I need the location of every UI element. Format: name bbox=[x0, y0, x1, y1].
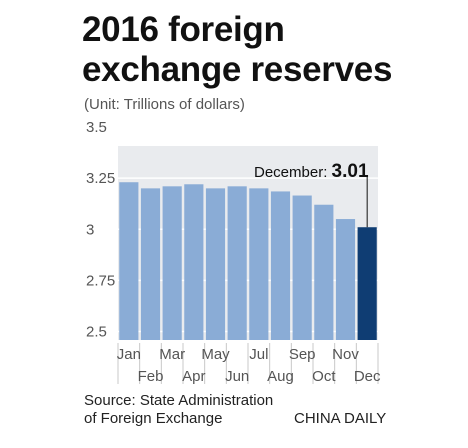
chart-title-line-2: exchange reserves bbox=[82, 50, 393, 89]
bar bbox=[249, 188, 269, 340]
x-tick-label: May bbox=[201, 346, 230, 363]
unit-note: (Unit: Trillions of dollars) bbox=[84, 96, 245, 113]
x-tick-label: Mar bbox=[159, 346, 185, 363]
annotation-label: December: 3.01 bbox=[254, 161, 369, 182]
x-tick-label: Jan bbox=[117, 346, 141, 363]
bar bbox=[162, 186, 182, 340]
x-tick-label: Sep bbox=[289, 346, 316, 363]
y-tick-label: 2.5 bbox=[86, 324, 107, 341]
x-tick-label: Dec bbox=[354, 368, 381, 385]
y-tick-label: 3.5 bbox=[86, 119, 107, 136]
y-tick-label: 3 bbox=[86, 221, 94, 238]
bar bbox=[184, 184, 204, 340]
bar bbox=[119, 182, 139, 340]
source-line-2: of Foreign Exchange bbox=[84, 410, 223, 427]
bar bbox=[270, 191, 291, 340]
annotation-value: 3.01 bbox=[332, 161, 369, 182]
x-tick-label: Apr bbox=[182, 368, 205, 385]
x-tick-label: Feb bbox=[138, 368, 164, 385]
bar bbox=[335, 219, 356, 340]
x-tick-label: Nov bbox=[332, 346, 359, 363]
y-tick-label: 3.25 bbox=[86, 170, 115, 187]
x-tick-label: Jun bbox=[225, 368, 249, 385]
bar bbox=[314, 204, 334, 340]
x-tick-label: Jul bbox=[249, 346, 268, 363]
x-tick-label: Oct bbox=[312, 368, 336, 385]
y-tick-label: 2.75 bbox=[86, 272, 115, 289]
bar bbox=[205, 188, 226, 340]
bar bbox=[140, 188, 161, 340]
bar-highlight bbox=[357, 227, 377, 340]
bar bbox=[292, 195, 312, 340]
annotation-group: December: 3.01 bbox=[254, 161, 369, 228]
chart-title-line-1: 2016 foreign bbox=[82, 10, 285, 49]
source-line-1: Source: State Administration bbox=[84, 392, 274, 409]
brand-label: CHINA DAILY bbox=[294, 410, 387, 427]
plot-area: 2.5 2.75 3 3.25 3.5 bbox=[86, 119, 378, 341]
bar bbox=[227, 186, 247, 340]
annotation-label-text: December: bbox=[254, 164, 332, 181]
x-tick-label: Aug bbox=[267, 368, 294, 385]
bars-group bbox=[119, 182, 377, 340]
